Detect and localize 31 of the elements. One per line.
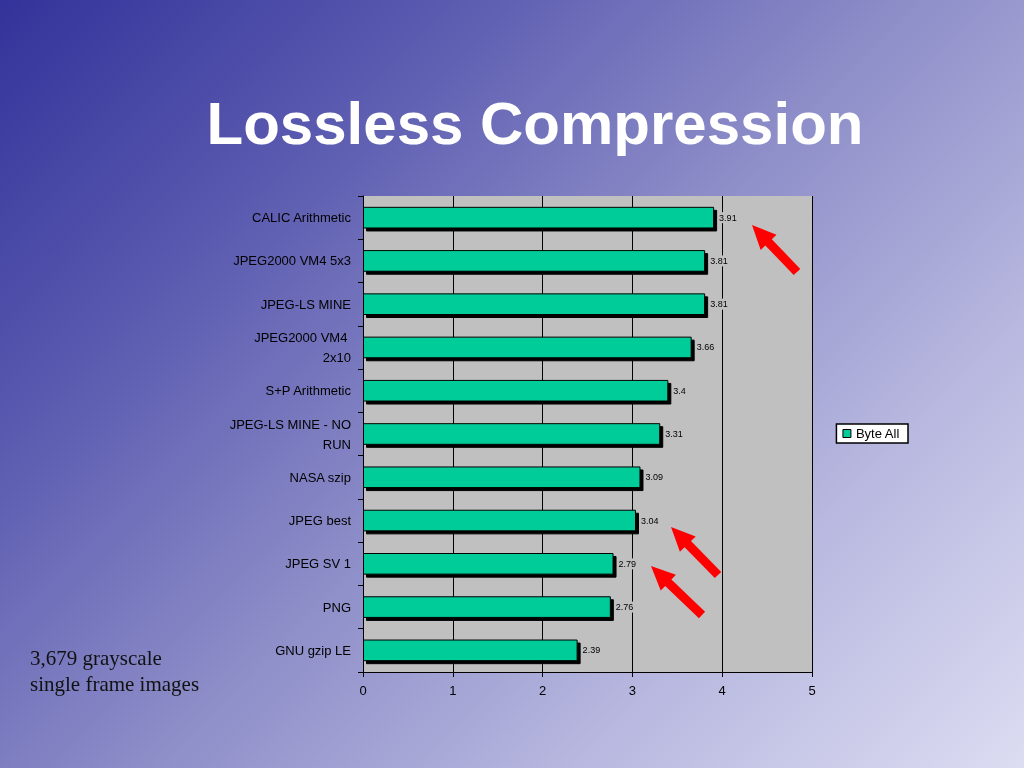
y-tick-label: NASA szip (289, 469, 351, 485)
y-tick-label: JPEG-LS MINE - NO RUN (229, 416, 351, 452)
data-label: 2.79 (618, 558, 637, 569)
legend-label: Byte All (855, 426, 900, 441)
y-tick-label: GNU gzip LE (275, 642, 352, 658)
data-label: 3.09 (645, 472, 664, 483)
x-tick-label: 4 (718, 683, 726, 698)
data-label: 3.31 (665, 429, 683, 439)
y-tick-label: PNG (322, 599, 351, 615)
data-label: 3.4 (673, 385, 686, 396)
data-label: 3.04 (640, 515, 659, 526)
data-label: 3.81 (710, 299, 728, 310)
data-label: 2.39 (582, 645, 601, 656)
x-tick-label: 1 (449, 683, 457, 698)
data-label: 3.91 (719, 212, 737, 223)
data-label: 3.81 (710, 255, 728, 266)
data-label: 2.76 (615, 602, 634, 613)
data-label: 3.66 (696, 342, 715, 353)
y-tick-label: JPEG SV 1 (285, 556, 351, 572)
y-tick-label: S+P Arithmetic (265, 383, 352, 399)
x-tick-label: 2 (538, 683, 547, 698)
x-tick-label: 5 (808, 683, 816, 698)
y-tick-label: JPEG2000 VM4 5x3 (233, 253, 351, 269)
y-tick-label: CALIC Arithmetic (252, 210, 352, 226)
x-tick-label: 3 (628, 683, 637, 698)
chart-title: Lossless Compression (206, 89, 864, 157)
y-tick-label: JPEG-LS MINE (260, 296, 352, 312)
x-tick-label: 0 (359, 683, 367, 698)
text: 3,679 grayscale single frame images (30, 645, 201, 697)
y-tick-label: JPEG best (288, 513, 352, 529)
y-tick-label: JPEG2000 VM4 2x10 (254, 329, 351, 365)
